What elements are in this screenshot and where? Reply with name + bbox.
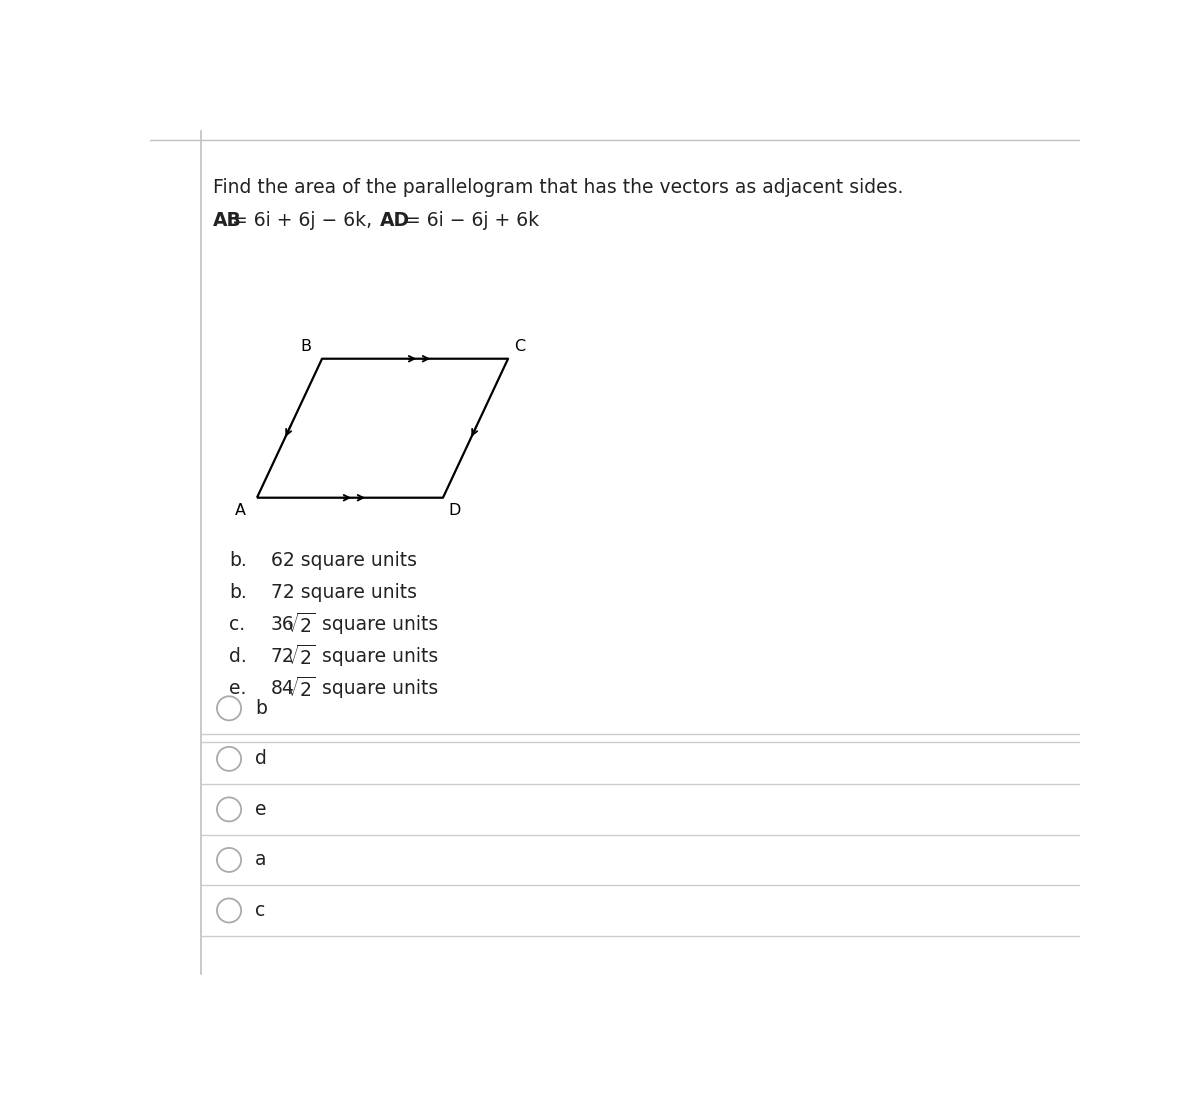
Text: C: C (514, 339, 524, 353)
Text: Find the area of the parallelogram that has the vectors as adjacent sides.: Find the area of the parallelogram that … (214, 177, 904, 197)
Text: 72: 72 (271, 648, 295, 666)
Text: D: D (449, 503, 461, 517)
Text: d.: d. (229, 648, 247, 666)
Text: 62 square units: 62 square units (271, 551, 416, 570)
Text: B: B (300, 339, 311, 353)
Text: square units: square units (317, 616, 438, 635)
Text: b.: b. (229, 583, 247, 603)
Text: square units: square units (317, 648, 438, 666)
Text: square units: square units (317, 679, 438, 698)
Text: c.: c. (229, 616, 245, 635)
Text: 36: 36 (271, 616, 295, 635)
Text: e: e (256, 800, 266, 819)
Text: b: b (256, 699, 266, 718)
Text: $\sqrt{2}$: $\sqrt{2}$ (287, 677, 316, 701)
Text: $\sqrt{2}$: $\sqrt{2}$ (287, 644, 316, 670)
Text: c: c (256, 901, 265, 920)
Text: = 6i + 6j − 6k,: = 6i + 6j − 6k, (232, 211, 384, 231)
Text: a: a (256, 850, 266, 870)
Text: A: A (235, 503, 246, 517)
Text: $\sqrt{2}$: $\sqrt{2}$ (287, 613, 316, 637)
Text: e.: e. (229, 679, 246, 698)
Text: 72 square units: 72 square units (271, 583, 416, 603)
Text: 84: 84 (271, 679, 295, 698)
Text: AD: AD (380, 211, 410, 231)
Text: d: d (256, 749, 266, 768)
Text: b.: b. (229, 551, 247, 570)
Text: = 6i − 6j + 6k: = 6i − 6j + 6k (400, 211, 539, 231)
Text: AB: AB (214, 211, 242, 231)
